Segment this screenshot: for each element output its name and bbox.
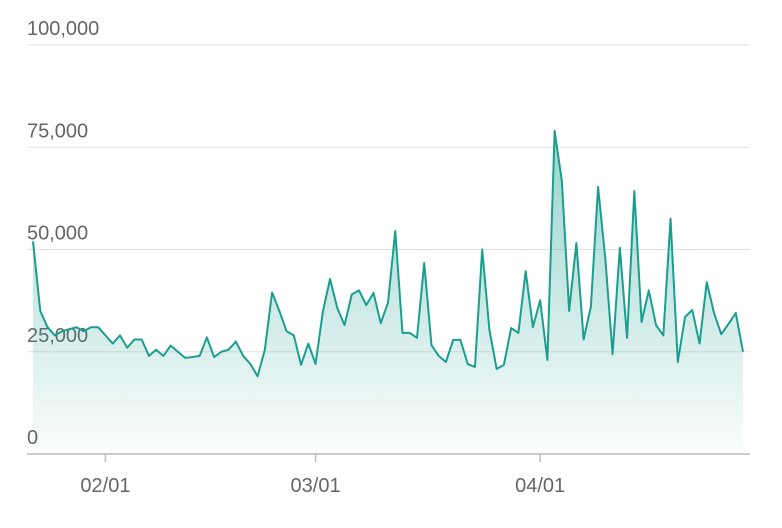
area-fill <box>33 130 743 454</box>
y-tick-label: 0 <box>27 427 38 449</box>
x-tick-label: 03/01 <box>291 475 341 497</box>
line <box>32 129 744 378</box>
x-tick-label: 04/01 <box>515 475 565 497</box>
y-tick-label: 75,000 <box>27 120 88 142</box>
x-tick-label: 02/01 <box>80 475 130 497</box>
y-tick-label: 50,000 <box>27 223 88 245</box>
y-tick-label: 100,000 <box>27 18 99 40</box>
